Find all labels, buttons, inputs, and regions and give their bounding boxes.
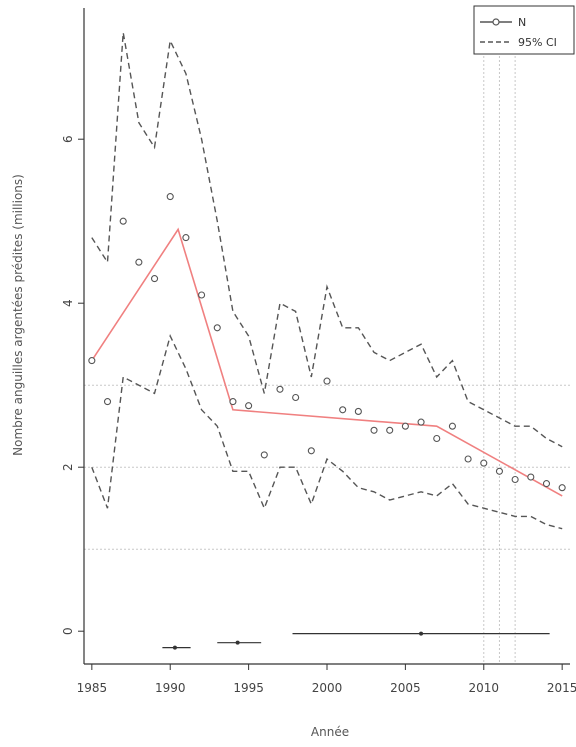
data-point — [119, 217, 127, 225]
x-tick-label: 2010 — [469, 681, 500, 695]
data-point — [307, 447, 315, 455]
trend-line — [91, 227, 563, 497]
ci-line-1 — [91, 32, 563, 448]
breakpoints-layer — [162, 631, 550, 650]
data-point — [558, 484, 566, 492]
x-tick-label: 1990 — [155, 681, 186, 695]
x-tick-label: 1985 — [77, 681, 108, 695]
data-point — [135, 258, 143, 266]
data-point — [198, 291, 206, 299]
data-point — [276, 385, 284, 393]
data-point — [213, 324, 221, 332]
data-point — [260, 451, 268, 459]
x-tick-label: 2005 — [390, 681, 421, 695]
data-point — [245, 402, 253, 410]
data-point — [495, 467, 504, 475]
breakpoint-marker — [172, 645, 177, 650]
data-point — [386, 426, 394, 434]
ci-line-2 — [91, 334, 563, 530]
y-tick-label: 6 — [61, 135, 75, 143]
x-tick-label: 1995 — [233, 681, 264, 695]
data-point — [464, 455, 472, 463]
data-point — [370, 426, 378, 434]
x-tick-label: 2000 — [312, 681, 343, 695]
data-point — [166, 193, 174, 201]
data-point — [354, 407, 362, 415]
data-point — [182, 234, 190, 242]
data-point — [527, 473, 535, 481]
data-point — [229, 398, 237, 406]
data-point — [339, 406, 347, 414]
breakpoint-marker — [419, 631, 424, 636]
y-tick-label: 2 — [61, 463, 75, 471]
data-point — [292, 393, 300, 402]
data-point — [150, 275, 159, 283]
legend-box — [473, 5, 575, 55]
breakpoint-marker — [235, 640, 240, 645]
data-point — [401, 422, 409, 430]
data-point — [417, 418, 425, 426]
data-point — [88, 357, 96, 365]
data-point — [448, 422, 456, 430]
data-point — [480, 459, 488, 467]
y-axis-title: Nombre anguilles argentées prédites (mil… — [11, 174, 25, 456]
y-tick-label: 4 — [61, 299, 75, 307]
data-point — [323, 377, 331, 385]
legend: N 95% CI — [473, 5, 575, 55]
x-axis-title: Année — [311, 725, 349, 739]
legend-label-n: N — [518, 16, 526, 29]
data-point — [511, 475, 519, 484]
x-tick-label: 2015 — [547, 681, 576, 695]
legend-marker-n — [492, 18, 500, 26]
series-layer — [91, 32, 563, 530]
legend-label-ci: 95% CI — [518, 36, 557, 49]
axes: 0 2 4 6 1985 1990 1995 2000 2005 2010 2015 — [61, 8, 576, 695]
data-point — [433, 434, 441, 443]
data-point — [542, 480, 551, 488]
y-tick-label: 0 — [61, 627, 75, 635]
grid — [84, 8, 570, 664]
points-layer — [88, 193, 566, 492]
data-point — [103, 398, 112, 406]
